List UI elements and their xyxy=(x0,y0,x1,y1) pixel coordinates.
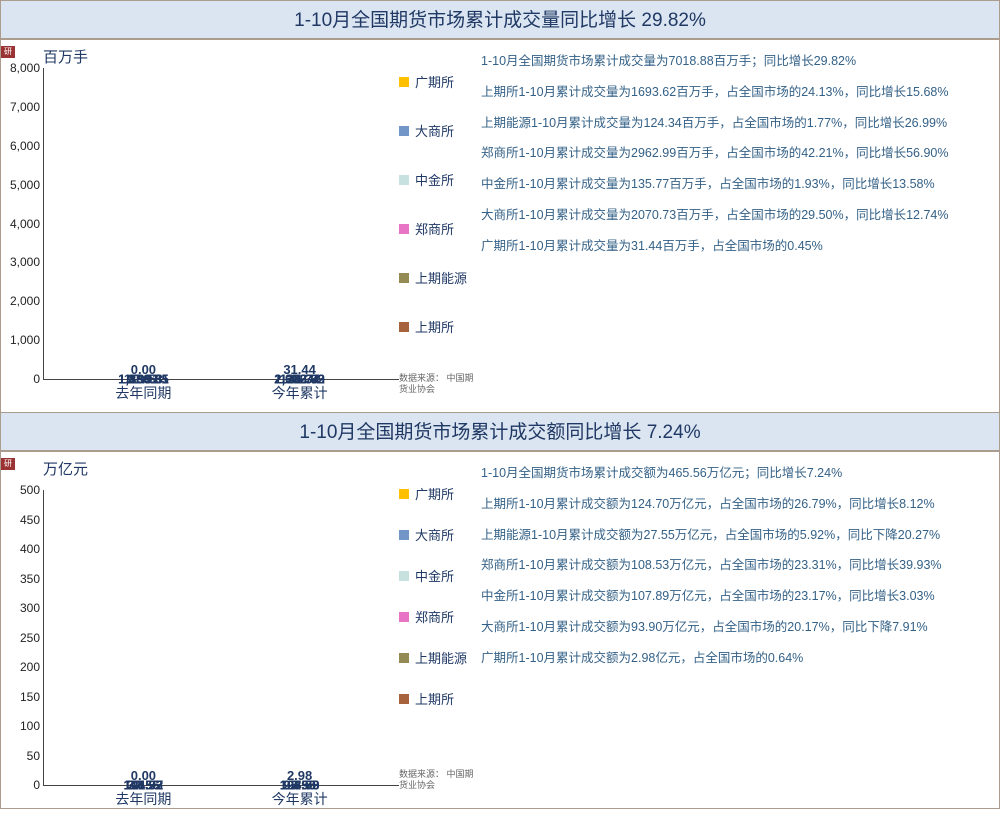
legend-swatch-icon xyxy=(399,530,409,540)
chart-panel: 1-10月全国期货市场累计成交量同比增长 29.82%研百万手01,0002,0… xyxy=(0,0,1000,412)
y-tick-label: 350 xyxy=(20,572,44,586)
legend: 广期所大商所中金所郑商所上期能源上期所数据来源： 中国期货业协会 xyxy=(399,46,481,404)
y-tick-label: 200 xyxy=(20,660,44,674)
legend-label: 广期所 xyxy=(415,484,454,503)
chart-area: 百万手01,0002,0003,0004,0005,0006,0007,0008… xyxy=(7,46,399,404)
note-line: 郑商所1-10月累计成交额为108.53万亿元，占全国市场的23.31%，同比增… xyxy=(481,556,991,575)
note-line: 上期所1-10月累计成交量为1693.62百万手，占全国市场的24.13%，同比… xyxy=(481,83,991,102)
legend-label: 中金所 xyxy=(415,566,454,585)
y-tick-label: 1,000 xyxy=(10,333,44,347)
y-tick-label: 2,000 xyxy=(10,294,44,308)
panel-body: 研万亿元0501001502002503003504004505000.0010… xyxy=(1,452,999,808)
note-line: 中金所1-10月累计成交额为107.89万亿元，占全国市场的23.17%，同比增… xyxy=(481,587,991,606)
legend-swatch-icon xyxy=(399,612,409,622)
y-tick-label: 6,000 xyxy=(10,139,44,153)
legend-swatch-icon xyxy=(399,653,409,663)
panel-title: 1-10月全国期货市场累计成交量同比增长 29.82% xyxy=(1,1,999,40)
legend-item-sqs: 上期所 xyxy=(399,689,481,708)
legend-item-gqs: 广期所 xyxy=(399,484,481,503)
legend-label: 大商所 xyxy=(415,121,454,140)
legend-label: 广期所 xyxy=(415,72,454,91)
note-line: 1-10月全国期货市场累计成交额为465.56万亿元；同比增长7.24% xyxy=(481,464,991,483)
y-axis-unit: 万亿元 xyxy=(43,458,88,479)
legend-swatch-icon xyxy=(399,126,409,136)
plot-area: 0501001502002503003504004505000.00101.97… xyxy=(43,490,399,786)
legend: 广期所大商所中金所郑商所上期能源上期所数据来源： 中国期货业协会 xyxy=(399,458,481,800)
legend-swatch-icon xyxy=(399,224,409,234)
y-tick-label: 300 xyxy=(20,601,44,615)
notes-column: 1-10月全国期货市场累计成交额为465.56万亿元；同比增长7.24% 上期所1… xyxy=(481,458,991,800)
note-line: 中金所1-10月累计成交量为135.77百万手，占全国市场的1.93%，同比增长… xyxy=(481,175,991,194)
x-category-label: 今年累计 xyxy=(272,379,328,403)
x-category-label: 去年同期 xyxy=(115,379,171,403)
legend-item-zjs: 中金所 xyxy=(399,170,481,189)
y-tick-label: 5,000 xyxy=(10,178,44,192)
legend-label: 中金所 xyxy=(415,170,454,189)
y-tick-label: 7,000 xyxy=(10,100,44,114)
legend-label: 上期所 xyxy=(415,317,454,336)
legend-swatch-icon xyxy=(399,571,409,581)
note-line: 1-10月全国期货市场累计成交量为7018.88百万手；同比增长29.82% xyxy=(481,52,991,71)
legend-item-zss: 郑商所 xyxy=(399,607,481,626)
legend-item-dss: 大商所 xyxy=(399,121,481,140)
legend-swatch-icon xyxy=(399,694,409,704)
panel-title: 1-10月全国期货市场累计成交额同比增长 7.24% xyxy=(1,413,999,452)
legend-item-sqny: 上期能源 xyxy=(399,268,481,287)
note-line: 上期能源1-10月累计成交量为124.34百万手，占全国市场的1.77%，同比增… xyxy=(481,114,991,133)
note-line: 大商所1-10月累计成交量为2070.73百万手，占全国市场的29.50%，同比… xyxy=(481,206,991,225)
legend-label: 大商所 xyxy=(415,525,454,544)
legend-label: 郑商所 xyxy=(415,219,454,238)
note-line: 广期所1-10月累计成交额为2.98亿元，占全国市场的0.64% xyxy=(481,649,991,668)
legend-swatch-icon xyxy=(399,175,409,185)
plot-area: 01,0002,0003,0004,0005,0006,0007,0008,00… xyxy=(43,68,399,380)
y-tick-label: 250 xyxy=(20,631,44,645)
note-line: 大商所1-10月累计成交额为93.90万亿元，占全国市场的20.17%，同比下降… xyxy=(481,618,991,637)
legend-swatch-icon xyxy=(399,489,409,499)
note-line: 上期能源1-10月累计成交额为27.55万亿元，占全国市场的5.92%，同比下降… xyxy=(481,526,991,545)
note-line: 上期所1-10月累计成交额为124.70万亿元，占全国市场的26.79%，同比增… xyxy=(481,495,991,514)
y-tick-label: 500 xyxy=(20,483,44,497)
y-tick-label: 50 xyxy=(27,749,44,763)
legend-item-gqs: 广期所 xyxy=(399,72,481,91)
legend-item-zss: 郑商所 xyxy=(399,219,481,238)
panel-body: 研百万手01,0002,0003,0004,0005,0006,0007,000… xyxy=(1,40,999,412)
y-tick-label: 150 xyxy=(20,690,44,704)
note-line: 广期所1-10月累计成交量为31.44百万手，占全国市场的0.45% xyxy=(481,237,991,256)
y-tick-label: 3,000 xyxy=(10,255,44,269)
y-tick-label: 100 xyxy=(20,719,44,733)
y-tick-label: 0 xyxy=(33,778,44,792)
y-tick-label: 400 xyxy=(20,542,44,556)
x-category-label: 今年累计 xyxy=(272,785,328,809)
y-tick-label: 8,000 xyxy=(10,61,44,75)
y-tick-label: 0 xyxy=(33,372,44,386)
note-line: 郑商所1-10月累计成交量为2962.99百万手，占全国市场的42.21%，同比… xyxy=(481,144,991,163)
y-axis-unit: 百万手 xyxy=(43,46,88,67)
legend-item-sqs: 上期所 xyxy=(399,317,481,336)
x-category-label: 去年同期 xyxy=(115,785,171,809)
legend-label: 上期能源 xyxy=(415,648,467,667)
legend-item-dss: 大商所 xyxy=(399,525,481,544)
y-tick-label: 450 xyxy=(20,513,44,527)
legend-label: 郑商所 xyxy=(415,607,454,626)
chart-panel: 1-10月全国期货市场累计成交额同比增长 7.24%研万亿元0501001502… xyxy=(0,412,1000,809)
data-source-label: 数据来源： 中国期货业协会 xyxy=(399,373,481,396)
data-source-label: 数据来源： 中国期货业协会 xyxy=(399,769,481,792)
legend-swatch-icon xyxy=(399,77,409,87)
legend-item-zjs: 中金所 xyxy=(399,566,481,585)
legend-swatch-icon xyxy=(399,322,409,332)
notes-column: 1-10月全国期货市场累计成交量为7018.88百万手；同比增长29.82% 上期… xyxy=(481,46,991,404)
legend-swatch-icon xyxy=(399,273,409,283)
chart-area: 万亿元 0501001502002503003504004505000.00101… xyxy=(7,458,399,800)
y-tick-label: 4,000 xyxy=(10,217,44,231)
legend-label: 上期能源 xyxy=(415,268,467,287)
legend-item-sqny: 上期能源 xyxy=(399,648,481,667)
legend-label: 上期所 xyxy=(415,689,454,708)
